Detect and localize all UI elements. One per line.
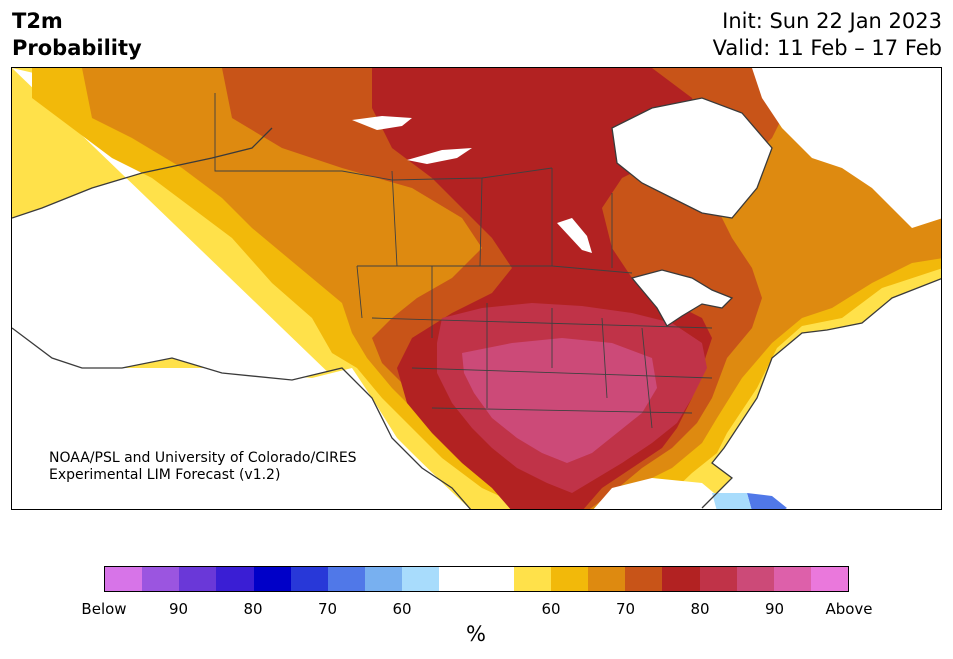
attribution-line-1: NOAA/PSL and University of Colorado/CIRE… <box>49 450 357 466</box>
colorbar-segment <box>699 567 737 591</box>
colorbar-tick-label: 80 <box>243 600 263 618</box>
great-lakes <box>632 270 732 326</box>
colorbar-segment <box>290 567 328 591</box>
colorbar <box>104 566 849 592</box>
colorbar-segment <box>736 567 774 591</box>
coastlines <box>12 97 941 509</box>
colorbar-segment <box>179 567 217 591</box>
colorbar-segment <box>402 567 440 591</box>
variable-label: T2m <box>12 9 63 33</box>
political-borders <box>214 93 713 429</box>
date-block: Init: Sun 22 Jan 2023 Valid: 11 Feb – 17… <box>713 8 942 62</box>
cold-anomaly-light <box>712 493 752 509</box>
colorbar-tick-label: Below <box>81 600 127 618</box>
valid-date: Valid: 11 Feb – 17 Feb <box>712 36 942 60</box>
colorbar-segment <box>142 567 180 591</box>
colorbar-segment <box>662 567 700 591</box>
colorbar-segment <box>476 567 514 591</box>
colorbar-segment <box>105 567 143 591</box>
colorbar-segment <box>513 567 551 591</box>
colorbar-segment <box>550 567 589 591</box>
product-label: Probability <box>12 36 142 60</box>
colorbar-tick-label: 60 <box>392 600 412 618</box>
great-bear-lake <box>352 116 412 130</box>
colorbar-tick-label: Above <box>825 600 873 618</box>
lake-winnipeg <box>557 218 592 253</box>
atlantic-ocean <box>752 68 941 228</box>
init-date: Init: Sun 22 Jan 2023 <box>722 9 942 33</box>
attribution: NOAA/PSL and University of Colorado/CIRE… <box>49 450 357 484</box>
map-panel <box>11 67 942 510</box>
colorbar-segment <box>253 567 291 591</box>
colorbar-tick-label: 90 <box>168 600 189 618</box>
colorbar-segment <box>365 567 403 591</box>
pacific-ocean <box>12 328 470 509</box>
colorbar-tick-label: 80 <box>690 600 710 618</box>
colorbar-unit: % <box>466 622 486 646</box>
colorbar-segment <box>588 567 626 591</box>
title-block: T2m Probability <box>12 8 142 62</box>
colorbar-segment <box>439 567 477 591</box>
great-slave-lake <box>407 148 472 164</box>
colorbar-tick-label: 70 <box>317 600 338 618</box>
colorbar-segment <box>216 567 254 591</box>
colorbar-segment <box>625 567 663 591</box>
colorbar-segment <box>810 567 849 591</box>
probability-map <box>12 68 941 509</box>
gulf-of-mexico <box>593 478 732 509</box>
attribution-line-2: Experimental LIM Forecast (v1.2) <box>49 467 281 483</box>
colorbar-segment <box>773 567 811 591</box>
colorbar-segment <box>327 567 366 591</box>
cold-anomaly <box>747 493 787 509</box>
colorbar-tick-label: 70 <box>615 600 636 618</box>
region-pink <box>462 338 657 463</box>
colorbar-tick-label: 90 <box>764 600 785 618</box>
colorbar-tick-label: 60 <box>541 600 561 618</box>
